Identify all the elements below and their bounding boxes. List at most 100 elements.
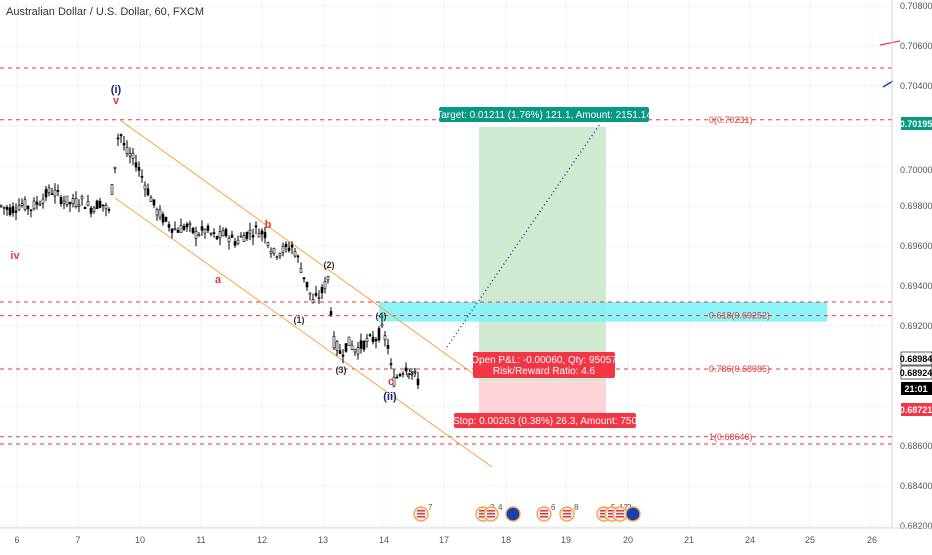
candle bbox=[11, 206, 15, 214]
candle bbox=[221, 230, 225, 237]
wave-label: c bbox=[388, 376, 394, 388]
candle bbox=[320, 287, 324, 294]
price-badge: 0.68984 bbox=[900, 351, 932, 366]
candle bbox=[53, 189, 57, 197]
flag-stripe bbox=[563, 513, 571, 515]
x-tick-label: 13 bbox=[318, 535, 328, 545]
candle bbox=[128, 153, 132, 157]
pnl-label-text: Risk/Reward Ratio: 4.6 bbox=[493, 366, 596, 377]
event-flag-icon bbox=[505, 506, 521, 522]
y-tick-label: 0.68400 bbox=[900, 481, 932, 491]
candle bbox=[368, 334, 372, 337]
event-count: 7 bbox=[428, 503, 433, 512]
candle bbox=[296, 255, 300, 258]
price-badge: 21:01 bbox=[901, 382, 932, 395]
candles bbox=[0, 133, 420, 390]
candle bbox=[77, 204, 81, 207]
x-tick-label: 26 bbox=[867, 535, 877, 545]
candle bbox=[119, 134, 123, 137]
event-flag-icon bbox=[625, 506, 641, 522]
fib-label: 0.786(0.68985) bbox=[709, 364, 770, 374]
fib-label: 1(0.68646) bbox=[709, 432, 753, 442]
wave-label: v bbox=[113, 95, 120, 107]
candle bbox=[113, 166, 117, 169]
candle bbox=[389, 363, 393, 365]
candle bbox=[131, 152, 135, 159]
candle bbox=[59, 197, 63, 205]
candle bbox=[44, 189, 48, 198]
candle bbox=[56, 190, 60, 192]
candle bbox=[305, 281, 309, 288]
x-tick-label: 17 bbox=[439, 535, 449, 545]
candle bbox=[125, 147, 129, 154]
candle bbox=[218, 231, 222, 239]
candle bbox=[281, 245, 285, 253]
candle bbox=[212, 232, 216, 234]
candle bbox=[0, 204, 3, 207]
candle bbox=[206, 225, 210, 231]
candle bbox=[395, 376, 399, 379]
candle bbox=[323, 281, 327, 290]
stop-label-text: Stop: 0.00263 (0.38%) 26.3, Amount: 750 bbox=[453, 416, 637, 427]
candle bbox=[416, 378, 420, 386]
price-badge-bg bbox=[900, 365, 932, 380]
candle bbox=[332, 335, 336, 349]
candle bbox=[365, 338, 369, 342]
candle bbox=[254, 225, 258, 228]
stop-label: Stop: 0.00263 (0.38%) 26.3, Amount: 750 bbox=[453, 413, 637, 428]
candle bbox=[164, 216, 168, 222]
candle bbox=[266, 242, 270, 246]
candle bbox=[173, 228, 177, 231]
candle bbox=[404, 367, 408, 372]
flag-stripe bbox=[608, 510, 616, 512]
x-tick-label: 19 bbox=[561, 535, 571, 545]
price-badge-text: 0.68924 bbox=[900, 368, 932, 378]
candle bbox=[149, 197, 153, 202]
target-label-bg bbox=[439, 107, 649, 122]
flag-stripe bbox=[479, 510, 487, 512]
candle bbox=[47, 187, 51, 194]
candle bbox=[176, 230, 180, 233]
candle bbox=[341, 354, 345, 357]
price-badge-bg bbox=[901, 117, 932, 130]
x-tick-label: 11 bbox=[196, 535, 205, 545]
candle bbox=[38, 203, 42, 206]
candle bbox=[356, 347, 360, 355]
y-tick-label: 0.68600 bbox=[900, 441, 932, 451]
price-badge-text: 0.68721 bbox=[900, 405, 932, 415]
x-tick-label: 10 bbox=[135, 535, 145, 545]
price-badge-bg bbox=[900, 351, 932, 366]
candle bbox=[407, 373, 411, 375]
x-tick-label: 14 bbox=[379, 535, 389, 545]
event-flag bbox=[625, 506, 641, 522]
candle bbox=[86, 201, 90, 206]
candle bbox=[74, 198, 78, 207]
target-label: Target: 0.01211 (1.76%) 121.1, Amount: 2… bbox=[436, 107, 652, 122]
candle bbox=[182, 226, 186, 230]
candle bbox=[245, 231, 249, 239]
candle bbox=[41, 198, 45, 204]
y-tick-label: 0.69600 bbox=[900, 241, 932, 251]
candle bbox=[209, 232, 213, 235]
candle bbox=[200, 226, 204, 231]
candle bbox=[83, 206, 87, 210]
x-tick-label: 20 bbox=[623, 535, 633, 545]
wave-label: (i) bbox=[111, 84, 122, 96]
y-tick-label: 0.70000 bbox=[900, 165, 932, 175]
price-badge-text: 0.70195 bbox=[900, 119, 932, 129]
flag-stripe bbox=[616, 516, 624, 518]
flag-stripe bbox=[600, 516, 608, 518]
candle bbox=[197, 234, 201, 236]
candle bbox=[398, 374, 402, 377]
price-badge-text: 0.68984 bbox=[900, 354, 932, 364]
candle bbox=[314, 293, 318, 296]
candle bbox=[386, 344, 390, 349]
candle bbox=[347, 336, 351, 346]
candle bbox=[371, 336, 375, 342]
candle bbox=[194, 231, 198, 239]
flag-stripe bbox=[540, 513, 548, 515]
candle bbox=[95, 200, 99, 210]
flag-stripe bbox=[417, 516, 425, 518]
